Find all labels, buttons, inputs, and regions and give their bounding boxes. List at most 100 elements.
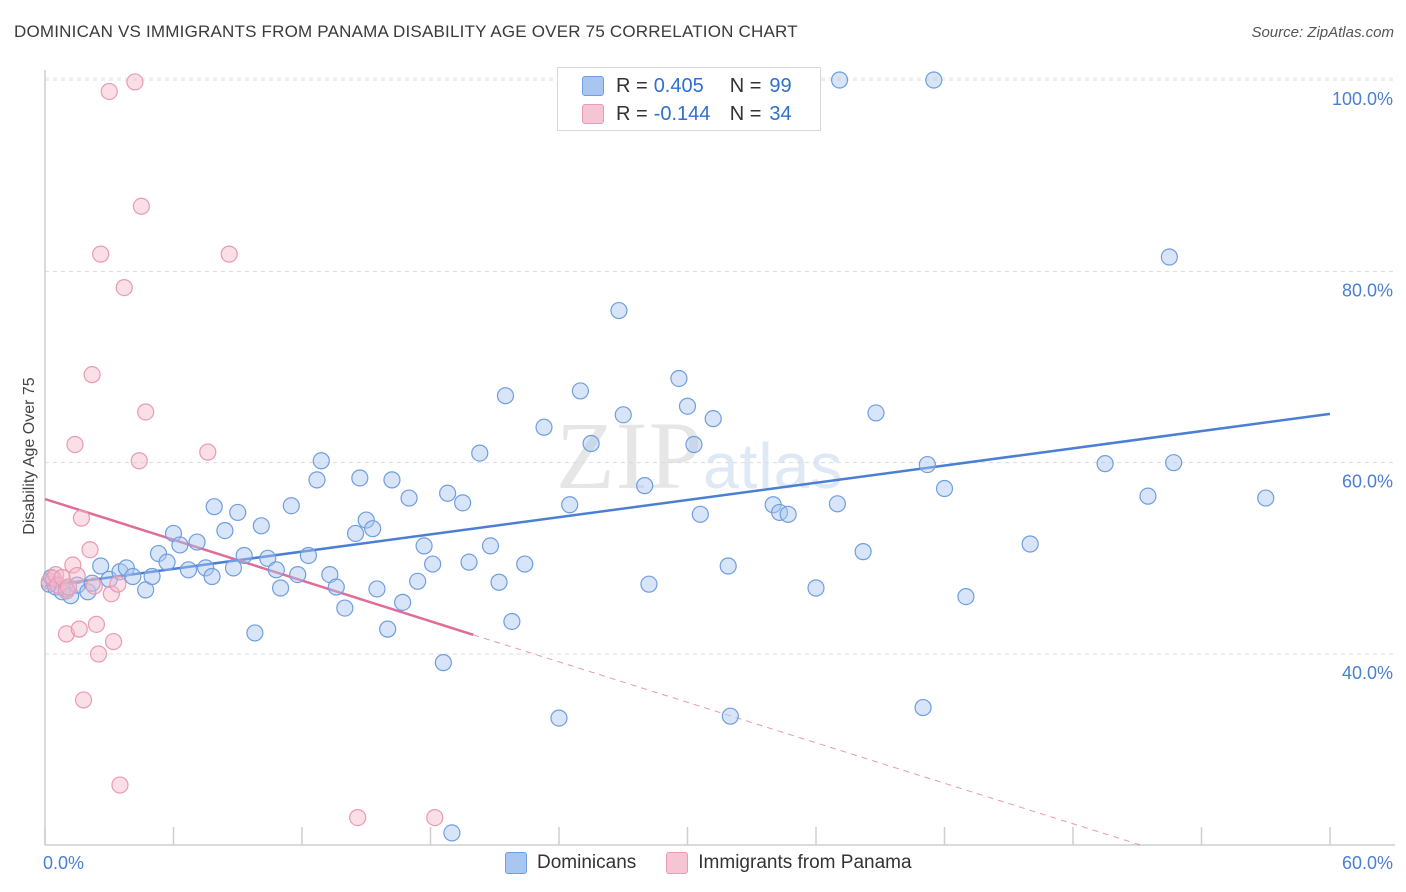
point-dominican [246,624,264,642]
point-panama [111,776,129,794]
point-dominican [779,505,797,523]
point-dominican [535,418,553,436]
legend-n-value: 99 [769,74,792,97]
point-panama [87,615,106,633]
point-dominican [830,71,849,89]
point-panama [70,620,88,638]
point-panama [115,278,133,297]
point-dominican [224,559,243,577]
axes [44,70,1395,846]
point-panama [66,435,84,454]
point-panama [57,625,76,643]
point-dominican [503,612,521,631]
point-dominican [496,387,515,405]
point-dominican [691,505,709,523]
legend-r-label: R = [616,74,648,97]
point-dominican [409,572,427,590]
point-panama [100,82,118,101]
point-dominican [610,301,628,320]
point-dominican [636,477,654,495]
point-dominican [203,567,221,586]
point-panama [72,509,91,527]
point-dominican [308,471,326,489]
point-panama [53,568,71,587]
series-label-panama: Immigrants from Panama [698,852,912,873]
point-dominican [640,575,658,593]
y-tick-label: 100.0% [1332,89,1393,109]
y-tick-label: 40.0% [1342,663,1393,683]
point-dominican [935,479,954,498]
point-dominican [229,503,247,522]
point-dominican [490,573,508,591]
point-dominican [197,559,215,577]
point-dominican [171,536,189,554]
point-dominican [571,382,590,400]
point-dominican [439,484,457,502]
data-points [40,71,1275,842]
watermark-atlas: atlas [703,430,844,502]
point-panama [85,577,103,595]
point-panama [199,443,217,461]
point-panama [102,585,120,603]
series-legend-dominicans: Dominicans [505,852,636,874]
series-swatch-dominicans [505,852,527,874]
point-dominican [704,410,722,428]
point-dominican [368,580,386,598]
legend-n-value: 34 [769,102,792,125]
point-panama [130,452,148,470]
point-dominican [443,824,461,842]
point-panama [220,245,238,263]
point-panama [81,541,99,559]
point-dominican [346,524,365,543]
series-legend: Dominicans Immigrants from Panama [505,852,942,874]
point-dominican [481,537,500,555]
point-dominican [918,455,936,474]
point-dominican [205,498,223,516]
point-panama [59,578,78,596]
point-dominican [327,578,345,596]
point-dominican [1165,454,1183,472]
point-panama [349,808,367,827]
point-dominican [1257,489,1275,507]
point-dominican [92,557,110,575]
point-dominican [289,565,307,584]
point-dominican [434,654,452,672]
chart-title: DOMINICAN VS IMMIGRANTS FROM PANAMA DISA… [14,22,798,41]
point-dominican [561,496,579,514]
tick-labels: 40.0% 60.0% 80.0% 100.0% 0.0% 60.0% [43,89,1393,873]
point-dominican [336,599,354,617]
point-dominican [1160,248,1178,266]
trend-line-panama-extension [473,634,1142,846]
point-dominican [351,469,369,487]
point-dominican [914,698,932,717]
point-dominican [124,567,142,586]
series-legend-panama: Immigrants from Panama [666,852,912,874]
point-dominican [400,489,418,507]
point-dominican [460,553,478,571]
point-dominican [188,533,206,551]
point-dominican [670,369,688,388]
point-panama [109,575,127,593]
point-panama [89,645,108,663]
y-tick-label: 60.0% [1342,472,1393,492]
point-dominican [415,537,433,555]
point-dominican [79,583,97,601]
point-dominican [957,587,975,606]
point-dominican [471,444,489,462]
point-dominican [143,567,161,586]
point-dominican [299,546,318,565]
point-dominican [394,593,412,611]
point-panama [104,632,123,651]
legend-r-label: R = [616,102,648,125]
y-tick-label: 80.0% [1342,280,1393,300]
point-dominican [1096,455,1114,473]
trend-lines [44,412,1331,846]
point-panama [126,73,144,91]
point-panama [74,691,93,709]
point-dominican [454,494,472,512]
point-panama [83,366,101,384]
point-dominican [807,579,825,597]
point-dominican [158,553,176,571]
point-dominican [267,561,285,579]
point-dominican [312,452,330,470]
